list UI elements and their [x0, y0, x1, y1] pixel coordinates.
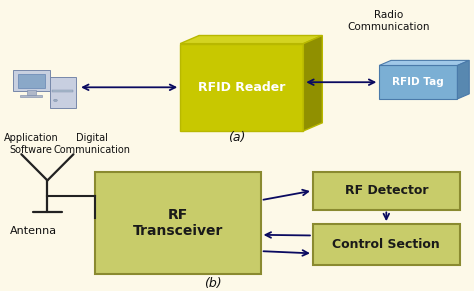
FancyBboxPatch shape [27, 90, 36, 95]
FancyBboxPatch shape [52, 90, 73, 92]
Polygon shape [180, 36, 322, 44]
Text: Radio
Communication: Radio Communication [347, 10, 430, 32]
Text: RF
Transceiver: RF Transceiver [133, 207, 223, 238]
FancyBboxPatch shape [18, 74, 45, 88]
Text: (b): (b) [204, 276, 222, 290]
FancyBboxPatch shape [50, 77, 76, 108]
Text: RFID Reader: RFID Reader [198, 81, 285, 94]
Text: Digital
Communication: Digital Communication [54, 133, 131, 155]
Polygon shape [457, 61, 469, 99]
Polygon shape [180, 44, 303, 131]
Text: Application
Software: Application Software [3, 133, 58, 155]
FancyBboxPatch shape [20, 95, 42, 97]
Text: (a): (a) [228, 131, 246, 144]
Text: RF Detector: RF Detector [345, 184, 428, 197]
Text: Control Section: Control Section [332, 238, 440, 251]
Polygon shape [303, 36, 322, 131]
FancyBboxPatch shape [95, 172, 261, 274]
Polygon shape [379, 61, 469, 65]
FancyBboxPatch shape [313, 224, 460, 265]
Text: Antenna: Antenna [9, 226, 57, 235]
FancyBboxPatch shape [313, 172, 460, 210]
FancyBboxPatch shape [13, 70, 50, 91]
Circle shape [54, 99, 57, 102]
Text: RFID Tag: RFID Tag [392, 77, 444, 87]
Polygon shape [379, 65, 457, 99]
